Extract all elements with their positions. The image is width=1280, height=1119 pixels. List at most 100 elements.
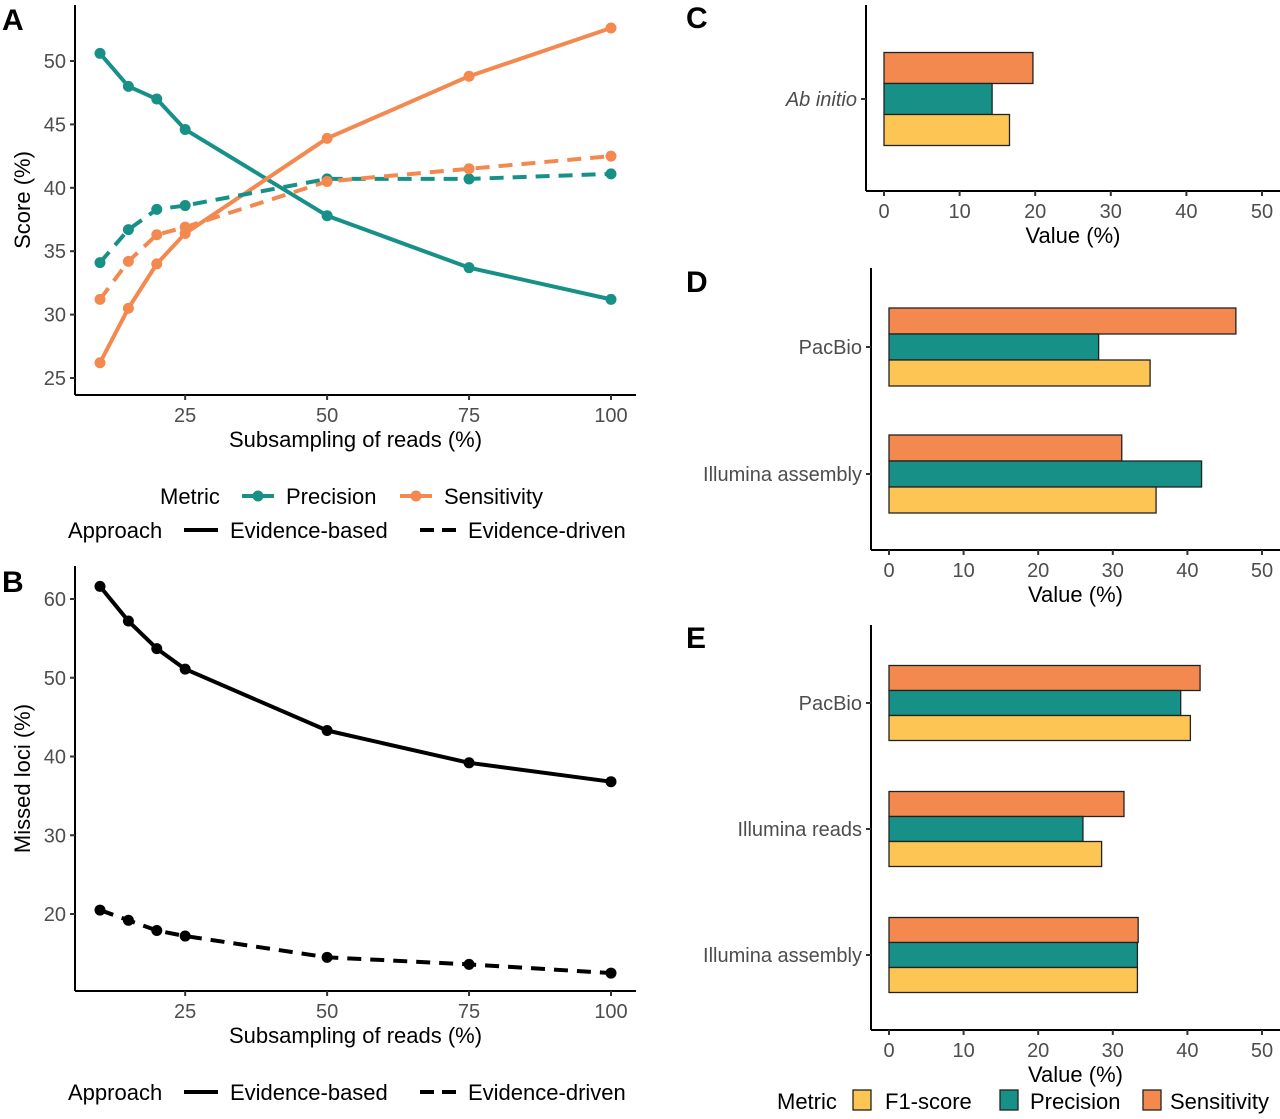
x-tick-label: 50: [1251, 201, 1273, 223]
bar-precision-pacbio: [888, 689, 1182, 717]
x-tick-label: 75: [458, 1001, 480, 1023]
panel-label: B: [2, 566, 24, 599]
x-tick-label: 30: [1100, 201, 1122, 223]
data-point: [122, 224, 134, 236]
legend-approach-title: Approach: [68, 1080, 162, 1105]
data-point: [179, 200, 191, 212]
legend-label-f1-score: F1-score: [885, 1089, 972, 1114]
data-point: [179, 123, 191, 135]
data-point: [605, 22, 617, 34]
data-point: [151, 643, 163, 655]
data-point: [122, 302, 134, 314]
legend-approach-title: Approach: [68, 518, 162, 543]
y-tick-label: 50: [44, 668, 66, 690]
x-tick-label: 20: [1027, 1040, 1049, 1062]
x-tick-label: 50: [1251, 560, 1273, 582]
data-point: [151, 925, 163, 937]
data-point: [179, 221, 191, 233]
x-axis-title: Subsampling of reads (%): [229, 427, 482, 452]
data-point: [179, 663, 191, 675]
legend-key-precision-dot: [252, 490, 264, 502]
series-line-missed-evidence-driven: [99, 908, 612, 976]
data-point: [321, 951, 333, 963]
legend-label-sensitivity: Sensitivity: [1170, 1089, 1269, 1114]
bar-sensitivity-pacbio: [888, 664, 1201, 692]
bar-f1-score-illumina-assembly: [888, 966, 1139, 994]
data-point: [605, 293, 617, 305]
panel-B: 20 30 40 50 60 25 50 75 100 Subsampling of reads …: [2, 566, 636, 1105]
data-point: [151, 203, 163, 215]
x-tick-label: 100: [594, 1001, 627, 1023]
legend-label-precision: Precision: [1030, 1089, 1120, 1114]
legend-key-sensitivity: [1142, 1089, 1162, 1111]
panel-label: E: [686, 622, 706, 655]
legend-label-sensitivity: Sensitivity: [444, 484, 543, 509]
series-line-precision-evidence-based: [98, 52, 612, 302]
x-tick-label: 40: [1175, 201, 1197, 223]
data-point: [122, 914, 134, 926]
panel-label: D: [686, 266, 708, 299]
category-label: PacBio: [799, 693, 862, 715]
data-point: [605, 150, 617, 162]
y-axis-title: Score (%): [10, 151, 35, 249]
bar-f1-score-illumina-reads: [888, 840, 1103, 868]
series-line-sensitivity-evidence-based: [98, 26, 612, 364]
x-tick-label: 20: [1024, 201, 1046, 223]
x-tick-label: 40: [1176, 560, 1198, 582]
data-point: [463, 958, 475, 970]
category-label: Illumina reads: [737, 819, 862, 841]
data-point: [321, 132, 333, 144]
y-axis-title: Missed loci (%): [10, 704, 35, 853]
data-point: [122, 615, 134, 627]
x-tick-label: 100: [594, 405, 627, 427]
bar-precision-illumina-assembly: [888, 941, 1139, 969]
x-tick-label: 50: [1251, 1040, 1273, 1062]
legend-key-precision: [999, 1089, 1019, 1111]
data-point: [321, 210, 333, 222]
bar-sensitivity-pacbio: [888, 307, 1237, 335]
y-tick-label: 30: [44, 305, 66, 327]
category-label: Illumina assembly: [703, 464, 862, 486]
x-tick-label: 25: [174, 1001, 196, 1023]
bar-sensitivity-illumina-assembly: [888, 434, 1123, 462]
data-point: [94, 580, 106, 592]
bar-sensitivity-illumina-reads: [888, 790, 1125, 818]
panel-C: 0 10 20 30 40 50 Value (%) C Ab initio: [686, 2, 1280, 248]
data-point: [463, 70, 475, 82]
y-tick-label: 40: [44, 747, 66, 769]
data-point: [151, 229, 163, 241]
panel-label: A: [2, 4, 24, 37]
data-point: [321, 725, 333, 737]
x-tick-label: 40: [1176, 1040, 1198, 1062]
x-tick-label: 50: [316, 1001, 338, 1023]
bar-precision-illumina-reads: [888, 815, 1084, 843]
data-point: [94, 293, 106, 305]
data-point: [94, 357, 106, 369]
legend-label-evidence-based: Evidence-based: [230, 1080, 388, 1105]
data-point: [463, 173, 475, 185]
x-axis-title: Subsampling of reads (%): [229, 1023, 482, 1048]
y-tick-label: 20: [44, 904, 66, 926]
bar-precision-illumina-assembly: [888, 460, 1203, 488]
legend-metric-title: Metric: [160, 484, 220, 509]
category-label: PacBio: [799, 337, 862, 359]
x-tick-label: 10: [948, 201, 970, 223]
series-line-precision-evidence-driven: [98, 171, 612, 264]
bar-f1-score-pacbio: [888, 714, 1192, 742]
bar-f1-score-ab-initio: [883, 113, 1011, 147]
legend-key-f1-score: [852, 1089, 872, 1111]
x-axis-title: Value (%): [1028, 1062, 1123, 1087]
legend-metric-title: Metric: [777, 1089, 837, 1114]
x-tick-label: 30: [1102, 560, 1124, 582]
series-line-missed-evidence-based: [98, 585, 612, 784]
y-tick-label: 35: [44, 241, 66, 263]
x-tick-label: 0: [883, 560, 894, 582]
data-point: [463, 262, 475, 274]
data-point: [605, 776, 617, 788]
x-tick-label: 10: [952, 1040, 974, 1062]
bar-precision-ab-initio: [883, 82, 993, 116]
data-point: [94, 904, 106, 916]
x-axis-title: Value (%): [1028, 582, 1123, 607]
data-point: [605, 168, 617, 180]
